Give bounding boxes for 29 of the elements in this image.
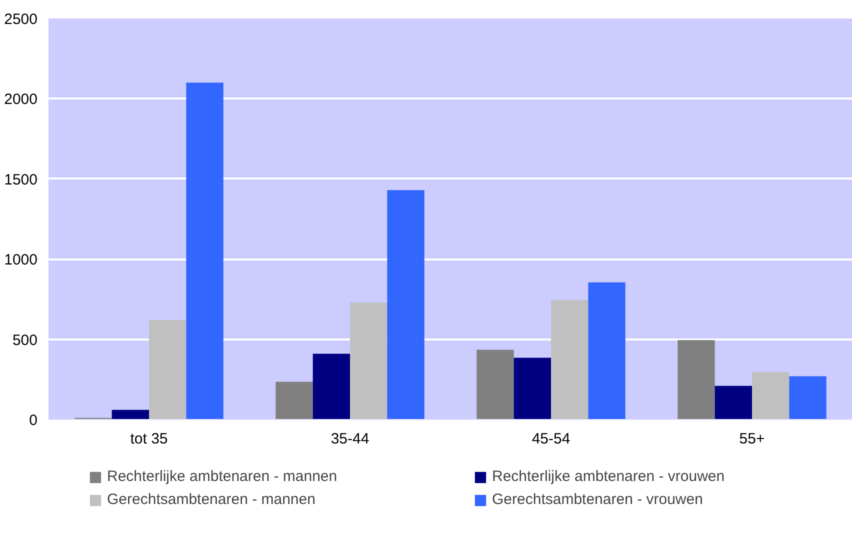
bar	[588, 282, 626, 420]
bar	[276, 382, 313, 420]
bar	[387, 190, 424, 420]
bar	[112, 410, 149, 420]
x-tick-label: 35-44	[330, 430, 370, 448]
legend-label: Gerechtsambtenaren - mannen	[107, 491, 316, 508]
legend-label: Gerechtsambtenaren - vrouwen	[492, 491, 704, 508]
bar	[350, 302, 388, 420]
y-tick-label: 1000	[4, 252, 38, 269]
y-tick-label: 2500	[4, 11, 38, 28]
bar	[752, 372, 790, 420]
legend-label: Rechterlijke ambtenaren - vrouwen	[492, 468, 726, 485]
bar	[789, 376, 826, 420]
bar	[476, 350, 514, 420]
y-tick-label: 1500	[4, 171, 38, 188]
y-tick-label: 500	[12, 332, 38, 349]
bar	[714, 386, 752, 420]
bar	[149, 320, 186, 420]
x-tick-label: tot 35	[130, 430, 168, 448]
y-tick-label: 0	[29, 412, 38, 429]
bar	[186, 82, 224, 420]
bar	[678, 340, 715, 420]
x-tick-label: 45-54	[532, 430, 570, 448]
y-tick-label: 2000	[4, 91, 38, 108]
legend-label: Rechterlijke ambtenaren - mannen	[107, 468, 338, 485]
x-tick-label: 55+	[739, 430, 765, 448]
bar	[514, 358, 551, 420]
bar	[551, 300, 588, 420]
bar	[312, 354, 350, 420]
